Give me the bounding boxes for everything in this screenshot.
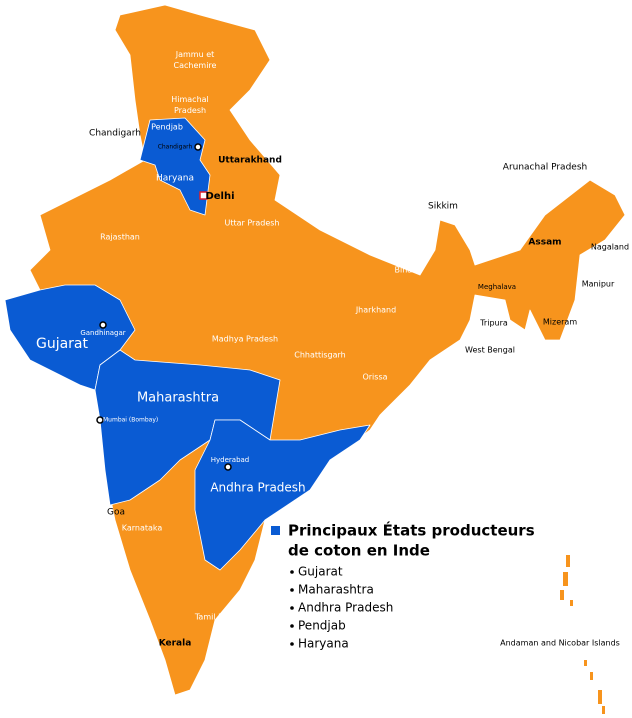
legend-item: Gujarat <box>298 565 343 579</box>
city-markers <box>96 143 232 471</box>
place-label: Cachemire <box>174 61 217 70</box>
place-label: Sikkim <box>428 202 458 212</box>
place-label: Andaman and Nicobar Islands <box>500 639 620 648</box>
place-label: Chhattisgarh <box>294 351 346 360</box>
legend-item: Maharashtra <box>298 583 374 597</box>
place-label: Tamil Nadu <box>194 613 239 622</box>
legend-bullet <box>290 606 294 610</box>
legend-bullet <box>290 624 294 628</box>
place-label: Nagaland <box>591 243 629 252</box>
place-label: Uttar Pradesh <box>225 219 280 228</box>
place-label: Gujarat <box>36 336 89 352</box>
legend: Principaux États producteurs de coton en … <box>288 521 535 651</box>
place-label: Bihar <box>395 266 417 275</box>
legend-bullet <box>290 642 294 646</box>
legend-item: Pendjab <box>298 619 346 633</box>
place-label: Gandhinagar <box>80 329 125 337</box>
place-label: Delhi <box>205 191 234 202</box>
place-label: Mumbai (Bombay) <box>103 417 158 424</box>
territory <box>4 4 626 714</box>
place-label: West Bengal <box>465 346 515 355</box>
legend-item: Haryana <box>298 637 349 651</box>
place-label: Hyderabad <box>211 456 250 464</box>
place-label: Meghalava <box>478 283 516 291</box>
place-label: Madhya Pradesh <box>212 335 278 344</box>
place-label: Uttarakhand <box>218 156 282 166</box>
place-label: Haryana <box>156 174 194 184</box>
punjab-haryana-region <box>139 117 211 216</box>
islands <box>560 555 605 714</box>
andhra-region <box>194 419 371 571</box>
legend-title: Principaux États producteurs <box>288 521 535 540</box>
place-label: Karnataka <box>122 524 163 533</box>
legend-swatch <box>271 526 280 535</box>
place-label: Maharashtra <box>137 391 219 406</box>
place-label: Chandigarh <box>158 144 193 151</box>
place-label: Orissa <box>362 373 387 382</box>
place-label: Goa <box>107 508 125 518</box>
place-label: Jharkhand <box>355 306 396 315</box>
place-label: Andhra Pradesh <box>210 481 305 495</box>
legend-title: de coton en Inde <box>288 542 430 560</box>
place-label: Arunachal Pradesh <box>503 163 587 173</box>
place-label: Rajasthan <box>100 233 140 242</box>
place-label: Manipur <box>582 280 615 289</box>
legend-item: Andhra Pradesh <box>298 601 393 615</box>
legend-bullet <box>290 570 294 574</box>
place-label: Kerala <box>159 639 192 649</box>
place-label: Mizeram <box>543 318 577 327</box>
place-label: Pradesh <box>174 106 206 115</box>
place-label: Chandigarh <box>89 129 141 139</box>
place-label: Pendjab <box>151 123 183 132</box>
place-label: Himachal <box>171 95 209 104</box>
place-label: Assam <box>528 238 561 248</box>
labels: Jammu et Cachemire Himachal Pradesh Chandiga… <box>36 50 629 649</box>
legend-bullet <box>290 588 294 592</box>
place-label: Jammu et <box>175 50 215 59</box>
place-label: Tripura <box>479 319 508 328</box>
